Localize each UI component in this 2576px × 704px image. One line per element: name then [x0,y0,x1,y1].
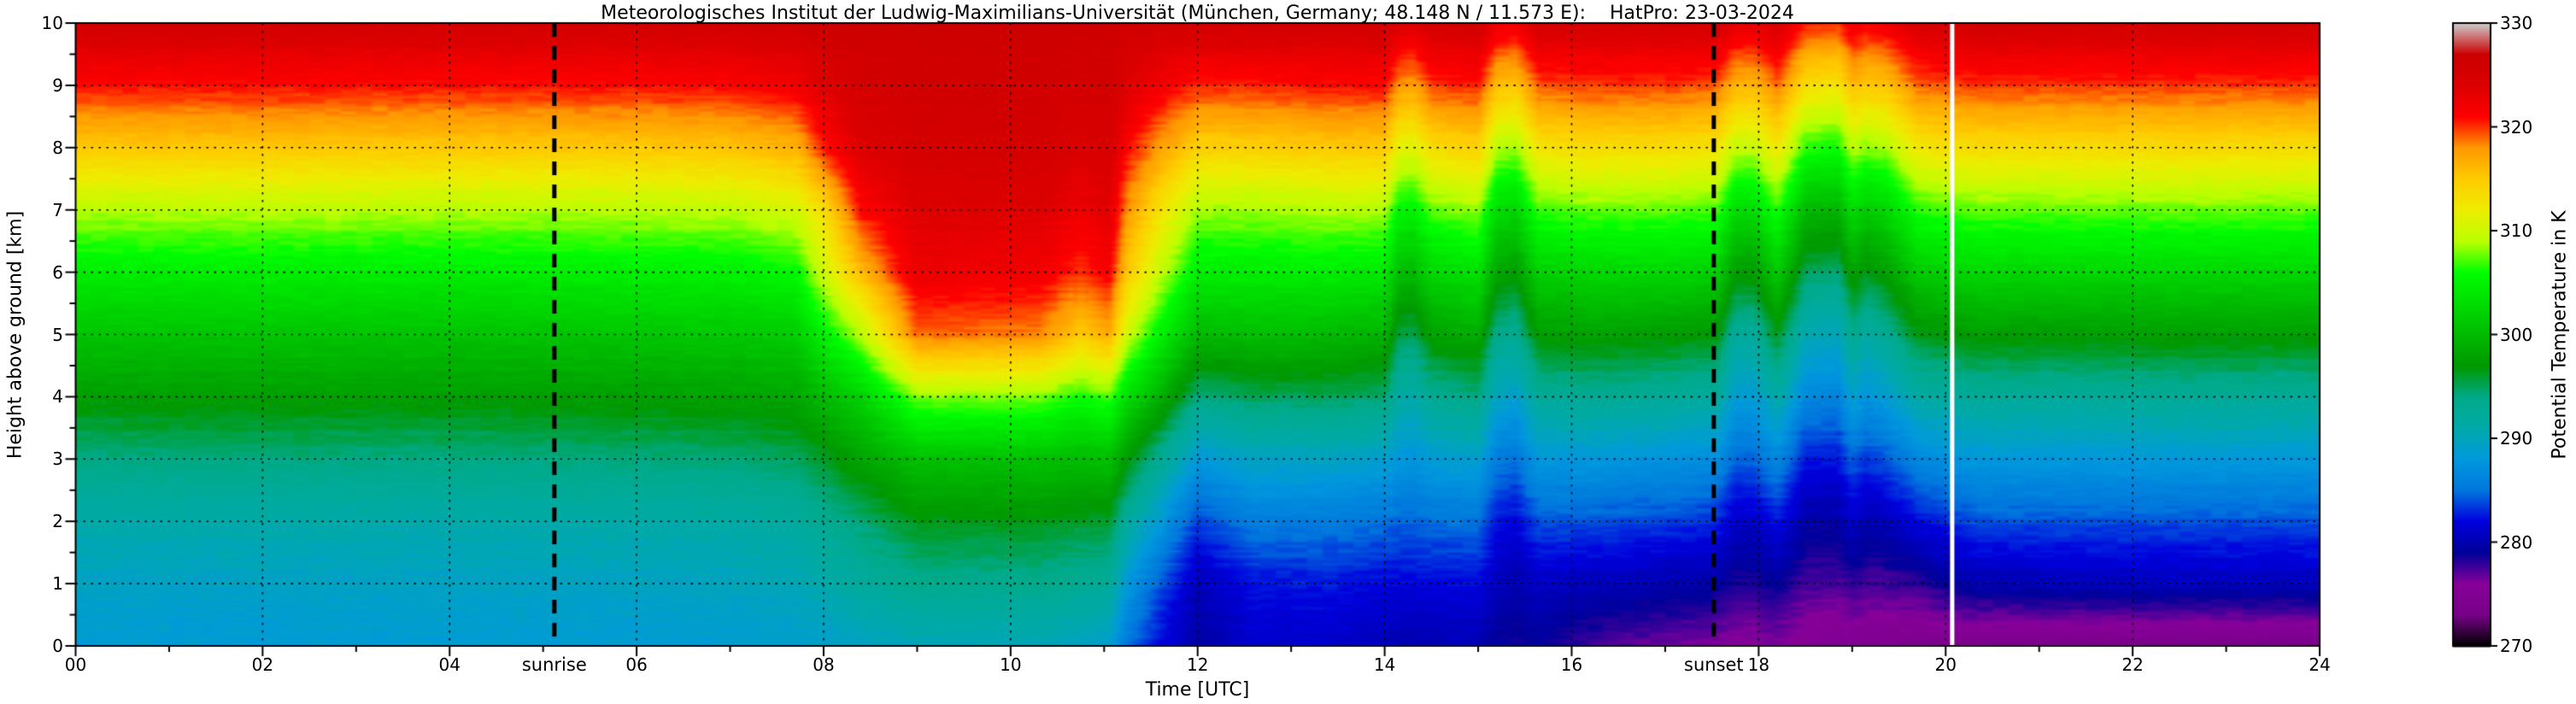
y-tick-label: 10 [41,13,63,33]
x-tick-label: 14 [1373,654,1396,675]
colorbar-tick-label: 320 [2500,116,2533,138]
x-tick-label: 22 [2121,654,2144,675]
x-tick-label: 08 [813,654,835,675]
colorbar-tick-label: 330 [2500,13,2533,33]
x-tick-label: 02 [251,654,274,675]
sunrise-annotation: sunrise [521,654,587,675]
colorbar-tick-label: 310 [2500,220,2533,241]
colorbar-tick-label: 300 [2500,324,2533,345]
x-tick-label: 06 [625,654,648,675]
x-tick-label: 10 [1000,654,1022,675]
x-tick-label: 20 [1934,654,1957,675]
y-tick-label: 6 [52,261,63,283]
y-tick-label: 4 [52,386,63,408]
colorbar-tick-label: 290 [2500,428,2533,449]
y-tick-label: 0 [52,636,63,656]
x-tick-label: 24 [2309,654,2331,675]
x-tick-label: 18 [1747,654,1770,675]
y-tick-label: 2 [52,511,63,532]
sunset-annotation: sunset [1684,654,1744,675]
y-tick-label: 5 [52,324,63,345]
page-title: Meteorologisches Institut der Ludwig-Max… [601,3,1794,24]
y-tick-label: 9 [52,74,63,96]
colorbar-tick-label: 270 [2500,636,2533,656]
y-tick-label: 1 [52,573,63,595]
y-tick-label: 7 [52,199,63,220]
y-tick-label: 3 [52,449,63,470]
y-tick-label: 8 [52,137,63,158]
x-tick-label: 04 [438,654,461,675]
x-tick-label: 00 [64,654,87,675]
x-tick-label: 16 [1560,654,1583,675]
colorbar-tick-label: 280 [2500,531,2533,553]
x-tick-label: 12 [1187,654,1209,675]
x-axis-label: Time [UTC] [1145,679,1250,701]
colorbar-label: Potential Temperature in K [2549,210,2571,460]
